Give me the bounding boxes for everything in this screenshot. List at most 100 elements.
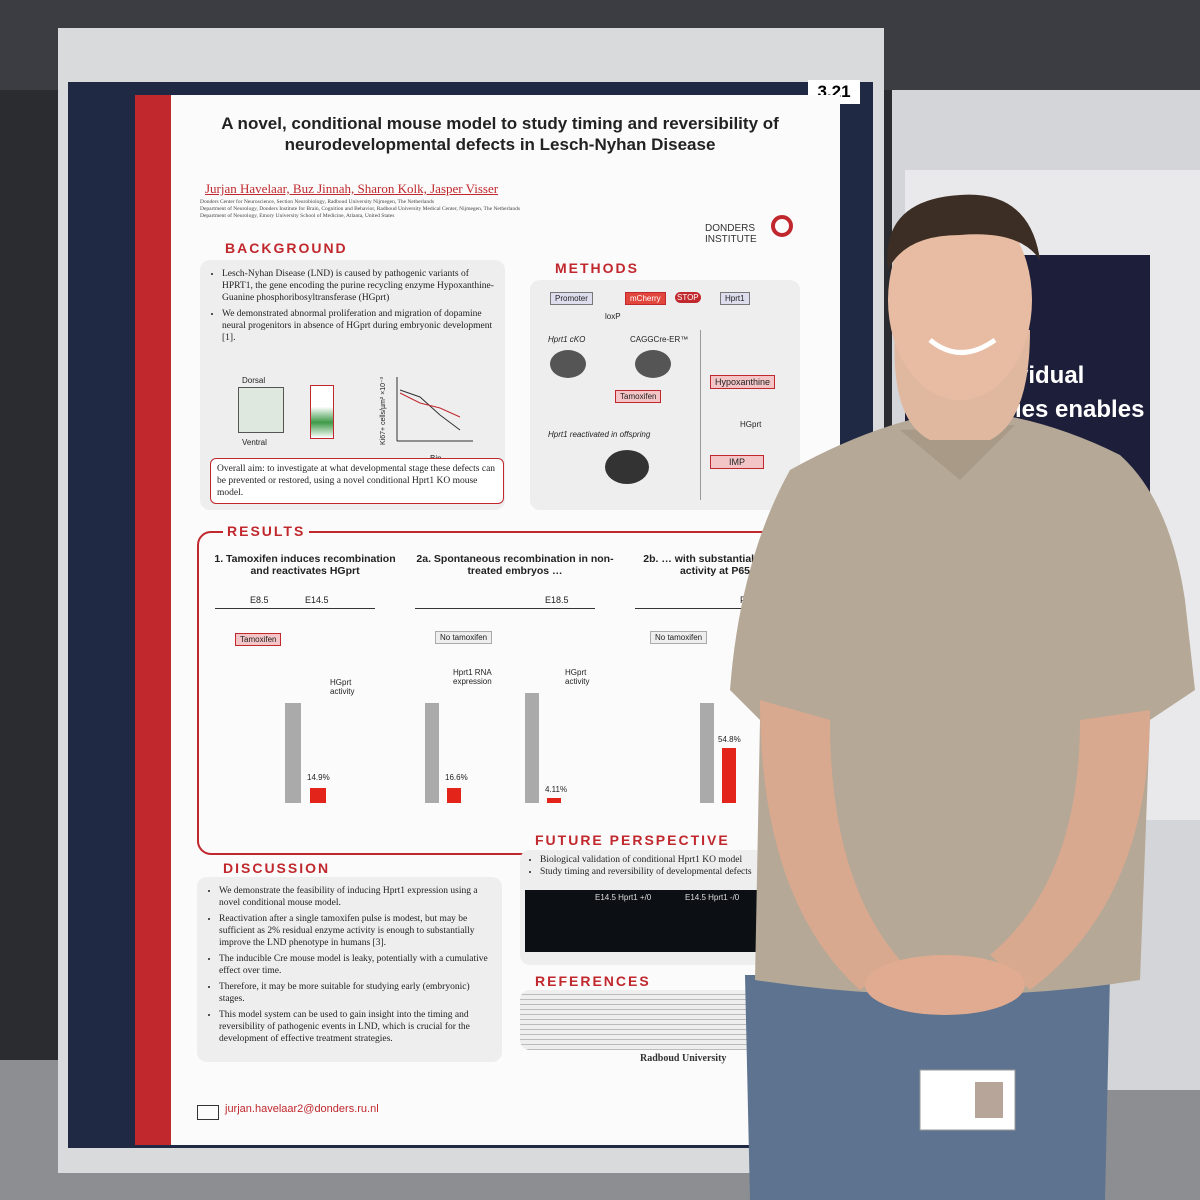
- timeline: [415, 608, 595, 609]
- poster-authors: Jurjan Havelaar, Buz Jinnah, Sharon Kolk…: [205, 181, 499, 196]
- overall-aim: Overall aim: to investigate at what deve…: [210, 458, 504, 504]
- email: jurjan.havelaar2@donders.ru.nl: [225, 1103, 379, 1115]
- microscopy-image: E14.5 Hprt1 +/0 E14.5 Hprt1 -/0: [525, 890, 775, 952]
- results-panel: 2a. Spontaneous recombination in non-tre…: [415, 553, 615, 833]
- bullet: This model system can be used to gain in…: [219, 1009, 494, 1045]
- panel-label: E8.5: [250, 595, 269, 605]
- divider: [700, 330, 701, 500]
- bar: [525, 693, 539, 803]
- panel-title: 2a. Spontaneous recombination in non-tre…: [416, 553, 614, 577]
- image-label: E14.5 Hprt1 +/0: [595, 893, 652, 902]
- bar: [447, 788, 461, 803]
- results-panel: 1. Tamoxifen induces recombination and r…: [205, 553, 405, 833]
- panel-label: 4.11%: [545, 785, 568, 794]
- discussion-box: We demonstrate the feasibility of induci…: [197, 877, 502, 1062]
- method-label: mCherry: [625, 292, 666, 305]
- poster-red-strip: [135, 95, 171, 1145]
- email-icon: [197, 1105, 219, 1120]
- smile: [928, 337, 997, 355]
- affiliation: Department of Neurology, Donders Institu…: [200, 206, 521, 212]
- bar: [547, 798, 561, 803]
- logo-mark: [771, 215, 793, 237]
- panel-label: Tamoxifen: [235, 633, 282, 646]
- section-heading: DISCUSSION: [223, 860, 331, 876]
- mouse-icon: [550, 350, 586, 378]
- bullet: Lesch-Nyhan Disease (LND) is caused by p…: [222, 268, 497, 304]
- poster-title: A novel, conditional mouse model to stud…: [221, 114, 779, 154]
- bullet: We demonstrate the feasibility of induci…: [219, 885, 494, 909]
- poster: A novel, conditional mouse model to stud…: [135, 95, 840, 1145]
- affiliation: Donders Center for Neuroscience, Section…: [200, 199, 434, 205]
- method-label: Hprt1 reactivated in offspring: [548, 430, 651, 439]
- affiliation: Department of Neurology, Emory Universit…: [200, 213, 395, 219]
- method-label: IMP: [710, 455, 765, 469]
- methods-box: Promoter loxP mCherry STOP Hprt1 Hprt1 c…: [530, 280, 800, 510]
- hair: [887, 194, 1040, 270]
- bar: [700, 703, 714, 803]
- face: [888, 200, 1032, 400]
- method-label: loxP: [605, 312, 621, 321]
- panel-label: Hprt1 RNA expression: [453, 668, 492, 686]
- method-label: CAGGCre-ER™: [630, 335, 689, 344]
- section-heading: BACKGROUND: [225, 240, 348, 256]
- references-box: [520, 990, 780, 1050]
- bar: [285, 703, 301, 803]
- section-heading: METHODS: [555, 260, 639, 276]
- mouse-icon: [635, 350, 671, 378]
- method-label: Hprt1 cKO: [548, 335, 586, 344]
- panel-label: No tamoxifen: [435, 631, 493, 644]
- panel-label: E18.5: [545, 595, 569, 605]
- panel-label: No tamoxifen: [650, 631, 708, 644]
- panel-label: 54.8%: [718, 735, 741, 744]
- timeline: [215, 608, 375, 609]
- bar: [310, 788, 326, 803]
- poster-affiliations: Donders Center for Neuroscience, Section…: [200, 199, 660, 220]
- section-heading: FUTURE PERSPECTIVE: [535, 832, 730, 848]
- bullet: Therefore, it may be more suitable for s…: [219, 981, 494, 1005]
- method-label: Tamoxifen: [615, 390, 662, 403]
- bin-drawing: [310, 385, 334, 439]
- institute-logo: DONDERS INSTITUTE: [705, 223, 757, 245]
- mouse-icon: [605, 450, 649, 484]
- line-plot: [396, 377, 473, 442]
- method-label: STOP: [675, 292, 701, 303]
- figure: Dorsal Ventral Bin Ki67+ cells/µm² ×10⁻³: [230, 375, 490, 463]
- bullet: The inducible Cre mouse model is leaky, …: [219, 953, 494, 977]
- panel-label: E14.5: [305, 595, 329, 605]
- future-box: Biological validation of conditional Hpr…: [520, 850, 780, 965]
- section-heading: RESULTS: [223, 523, 310, 539]
- background-box: Lesch-Nyhan Disease (LND) is caused by p…: [200, 260, 505, 510]
- bullet: Study timing and reversibility of develo…: [540, 866, 774, 878]
- section-heading: REFERENCES: [535, 973, 651, 989]
- figure-label: Dorsal: [242, 376, 266, 385]
- plot-line: [399, 392, 461, 418]
- panel-title: 2b. … with substantial HGprt activity at…: [643, 553, 787, 577]
- figure-label: Ventral: [242, 438, 267, 447]
- bar: [425, 703, 439, 803]
- footer-logo: Radboud University: [640, 1053, 727, 1064]
- badge-photo: [975, 1082, 1003, 1118]
- panel-title: 1. Tamoxifen induces recombination and r…: [214, 553, 396, 577]
- method-label: HGprt: [740, 420, 762, 429]
- method-label: Hprt1: [720, 292, 750, 305]
- panel-label: HGprt activity: [330, 678, 355, 696]
- panel-label: 14.9%: [307, 773, 330, 782]
- bar: [722, 748, 736, 803]
- panel-label: 16.6%: [445, 773, 468, 782]
- method-label: Hypoxanthine: [710, 375, 776, 389]
- arm: [990, 710, 1150, 990]
- timeline: [635, 608, 795, 609]
- hands: [865, 955, 1025, 1015]
- brain-drawing: [238, 387, 284, 433]
- method-label: Promoter: [550, 292, 593, 305]
- bullet: Reactivation after a single tamoxifen pu…: [219, 913, 494, 949]
- image-label: E14.5 Hprt1 -/0: [685, 893, 740, 902]
- arm: [760, 700, 900, 990]
- results-panel: 2b. … with substantial HGprt activity at…: [630, 553, 800, 833]
- bullet: We demonstrated abnormal proliferation a…: [222, 308, 497, 344]
- panel-label: HGprt activity: [565, 668, 590, 686]
- right-poster-line: ies enables: [1015, 396, 1145, 423]
- bullet: Biological validation of conditional Hpr…: [540, 854, 774, 866]
